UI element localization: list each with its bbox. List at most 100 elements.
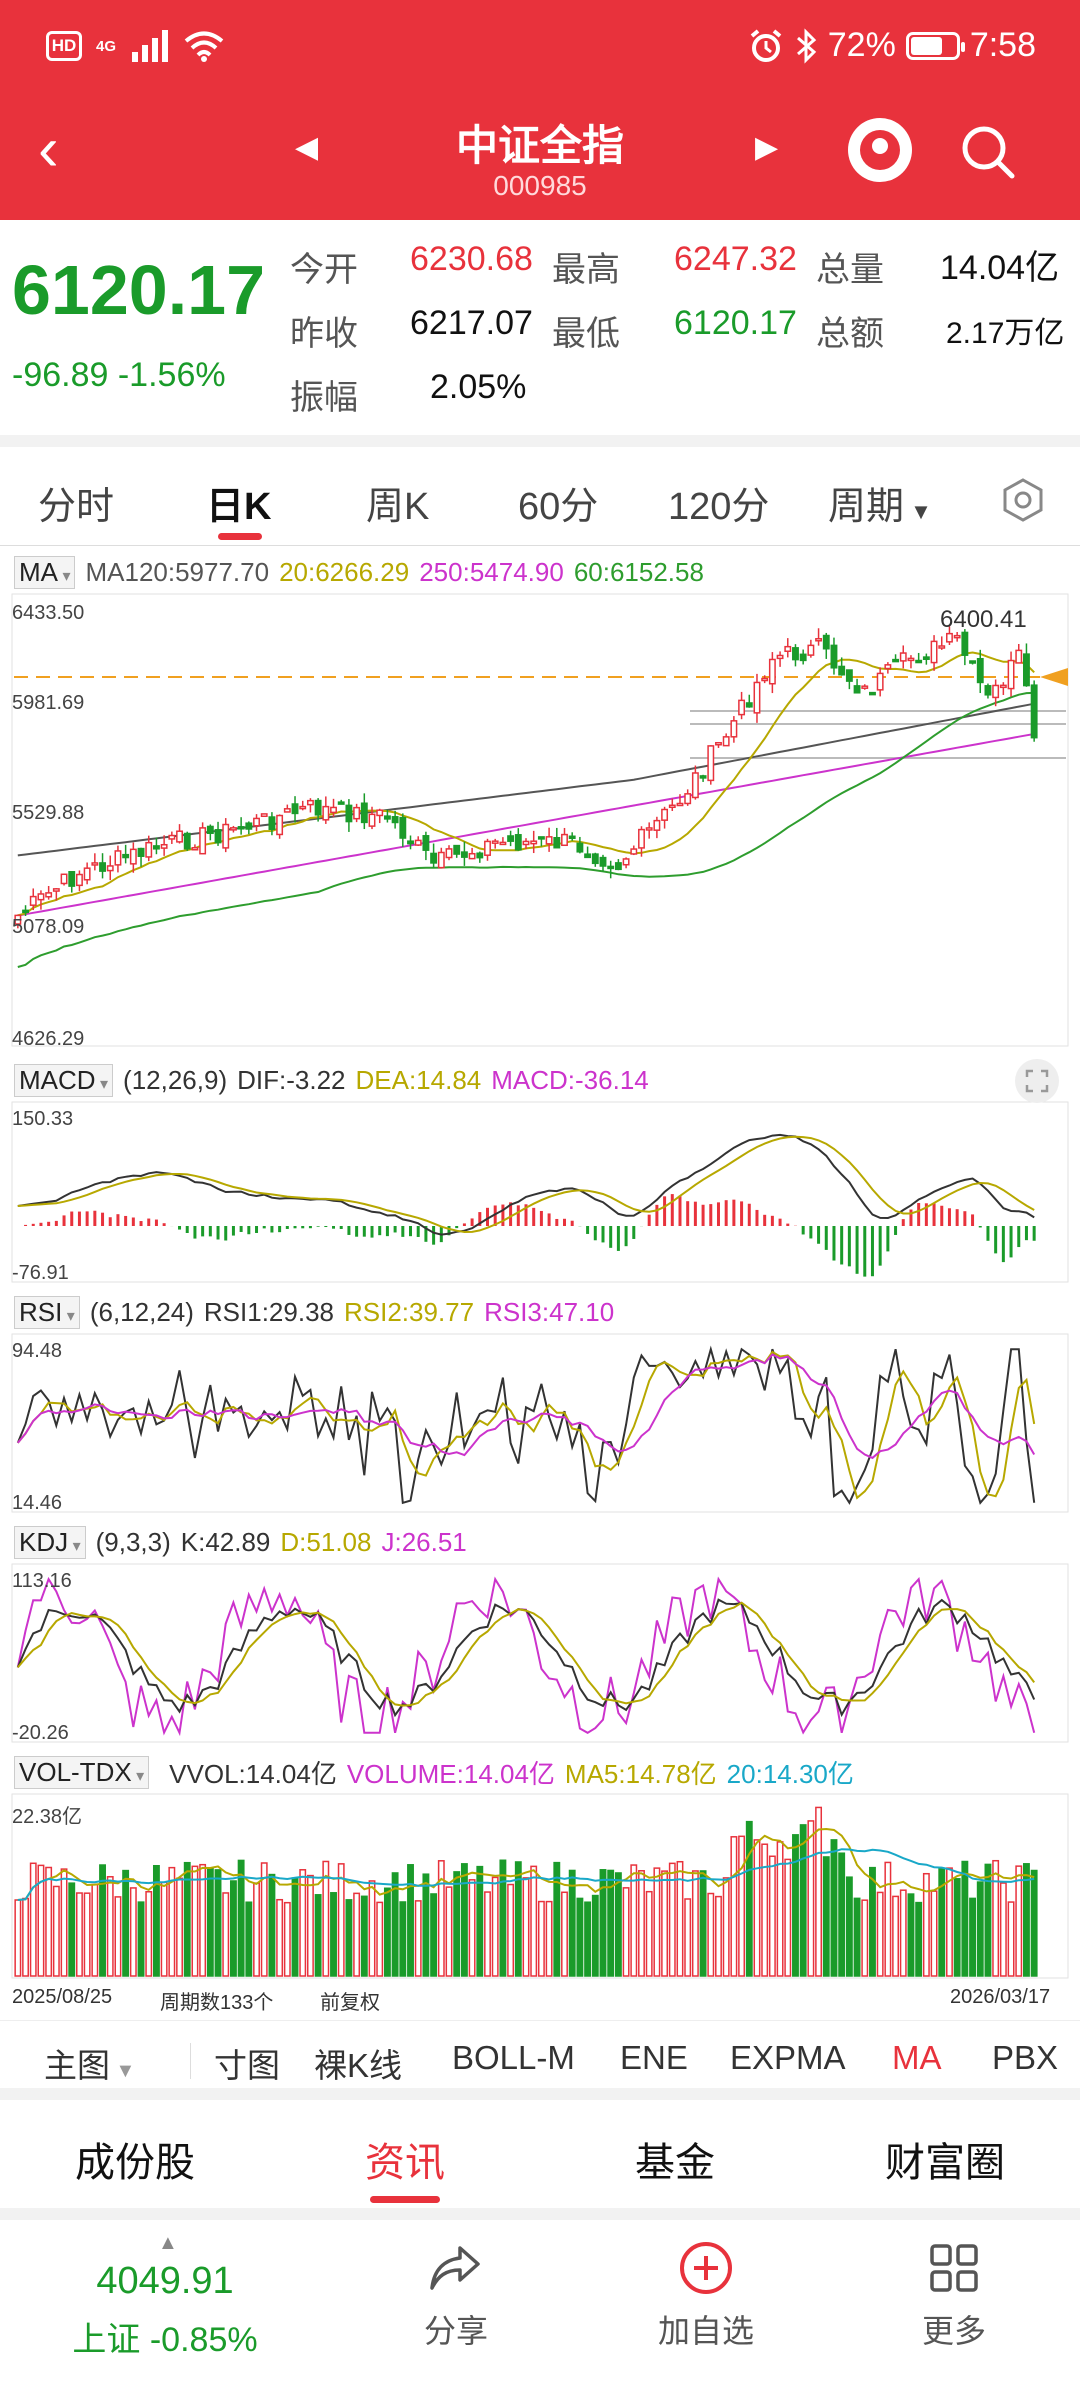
- indicator-ma[interactable]: MA: [892, 2039, 942, 2076]
- volume-bar: [214, 1869, 222, 1977]
- prev-close-label: 昨收: [290, 315, 358, 353]
- macd-params: (12,26,9): [123, 1064, 228, 1095]
- tab-wealth-circle[interactable]: 财富圈: [885, 2141, 1005, 2185]
- candle-body: [414, 839, 422, 846]
- tab-weekly-k[interactable]: 周K: [366, 486, 430, 528]
- amplitude-value: 2.05%: [430, 368, 527, 406]
- kdj-j: J:26.51: [381, 1526, 467, 1557]
- candle-body: [753, 681, 761, 714]
- expand-icon[interactable]: [1014, 1058, 1060, 1104]
- price-axis-max: 6433.50: [12, 602, 85, 624]
- macd-dif: DIF:-3.22: [237, 1064, 346, 1095]
- indicator-boll-m[interactable]: BOLL-M: [452, 2039, 575, 2076]
- indicator-cuntu[interactable]: 寸图: [214, 2047, 280, 2084]
- status-bar: HD 4G 72% 7:58: [0, 0, 1080, 100]
- main-chart-dropdown[interactable]: 主图 ▼: [44, 2039, 135, 2087]
- candle-body: [915, 659, 923, 664]
- indicator-expma[interactable]: EXPMA: [730, 2039, 846, 2076]
- volume-bar: [946, 1867, 953, 1977]
- share-button[interactable]: 分享: [356, 2240, 556, 2352]
- candle-body: [799, 653, 807, 662]
- candle-body: [229, 827, 237, 831]
- vol-indicator-selector[interactable]: VOL-TDX: [14, 1755, 150, 1789]
- battery-percent: 72%: [827, 26, 896, 64]
- tab-constituents[interactable]: 成份股: [75, 2141, 195, 2185]
- volume-bar: [614, 1872, 622, 1977]
- more-button[interactable]: 更多: [854, 2240, 1054, 2352]
- candle-body: [29, 895, 37, 906]
- tab-60min[interactable]: 60分: [518, 486, 599, 528]
- candle-body: [214, 829, 222, 844]
- candle-body: [530, 840, 538, 845]
- candle-body: [353, 806, 361, 820]
- kdj-k-line: [16, 1598, 1036, 1718]
- stock-code: 000985: [493, 170, 587, 201]
- indicator-ene[interactable]: ENE: [620, 2039, 688, 2076]
- volume-bar: [337, 1863, 345, 1977]
- back-icon[interactable]: ‹: [38, 115, 59, 184]
- candle-body: [206, 825, 214, 834]
- candle-body: [838, 665, 846, 676]
- candle-body: [1007, 659, 1015, 690]
- candle-body: [152, 845, 160, 850]
- candle-body: [884, 664, 892, 670]
- alarm-icon: [750, 28, 782, 62]
- prev-stock-icon[interactable]: ◀: [295, 131, 319, 164]
- tab-120min[interactable]: 120分: [668, 486, 770, 528]
- tab-intraday[interactable]: 分时: [38, 486, 115, 528]
- kdj-indicator-selector[interactable]: KDJ: [14, 1525, 86, 1559]
- settings-hexagon-icon[interactable]: [1000, 477, 1046, 523]
- mascot-icon[interactable]: [848, 118, 912, 182]
- volume-bar: [1030, 1869, 1038, 1977]
- rsi-axis-min: 14.46: [12, 1492, 63, 1514]
- kdj-d-line: [17, 1601, 1036, 1707]
- rsi-legend: RSI (6,12,24) RSI1:29.38 RSI2:39.77 RSI3…: [14, 1294, 624, 1330]
- candle-body: [645, 827, 653, 831]
- volume-bar: [822, 1856, 830, 1977]
- candle-body: [268, 816, 276, 831]
- ma-indicator-selector[interactable]: MA: [14, 555, 76, 589]
- volume-bar: [222, 1892, 230, 1977]
- candle-body: [1015, 649, 1023, 664]
- volume-bar: [730, 1836, 738, 1977]
- tab-news[interactable]: 资讯: [365, 2141, 445, 2185]
- volume-bar: [861, 1899, 869, 1977]
- dropdown-arrow-icon: ▼: [110, 2060, 136, 2082]
- next-stock-icon[interactable]: ▶: [755, 131, 779, 164]
- shanghai-index-ticker[interactable]: ▲ 4049.91 上证 -0.85%: [0, 2220, 330, 2400]
- volume-bar: [68, 1882, 76, 1977]
- volume-bar: [699, 1870, 707, 1977]
- candle-body: [407, 840, 414, 845]
- search-icon[interactable]: [958, 122, 1018, 182]
- volume-bar: [507, 1883, 515, 1977]
- volume-bar: [353, 1892, 361, 1977]
- candle-body: [630, 848, 638, 855]
- candle-body: [584, 853, 592, 859]
- volume-bar: [530, 1865, 538, 1977]
- candle-body: [453, 844, 461, 855]
- macd-dea: DEA:14.84: [355, 1064, 482, 1095]
- panel-frame: [11, 1563, 1069, 1743]
- candle-body: [899, 652, 907, 662]
- volume-bar: [37, 1864, 45, 1977]
- tab-period-dropdown[interactable]: 周期 ▼: [828, 475, 932, 530]
- volume-bar: [738, 1835, 746, 1977]
- add-watchlist-button[interactable]: 加自选: [606, 2240, 806, 2352]
- indicator-pbx[interactable]: PBX: [992, 2039, 1059, 2076]
- chart-canvas: [11, 593, 1069, 1979]
- vol-ma5-line: [17, 1827, 1035, 1901]
- kline-chart[interactable]: MA MA120:5977.70 20:6266.29 250:5474.90 …: [0, 545, 1080, 2014]
- volume-bar: [591, 1894, 599, 1977]
- kdj-axis-min: -20.26: [12, 1722, 69, 1744]
- rsi-indicator-selector[interactable]: RSI: [14, 1295, 80, 1329]
- candle-body: [738, 699, 746, 716]
- vol-ma5: MA5:14.78亿: [564, 1758, 717, 1789]
- tab-funds[interactable]: 基金: [635, 2141, 715, 2185]
- volume-bar: [399, 1901, 407, 1977]
- volume-bar: [953, 1878, 961, 1977]
- adjust-mode[interactable]: 前复权: [320, 1992, 380, 2014]
- tab-daily-k[interactable]: 日K: [206, 486, 272, 528]
- indicator-naked-k[interactable]: 裸K线: [314, 2047, 403, 2084]
- current-price-marker: [1040, 668, 1068, 686]
- macd-indicator-selector[interactable]: MACD: [14, 1063, 114, 1097]
